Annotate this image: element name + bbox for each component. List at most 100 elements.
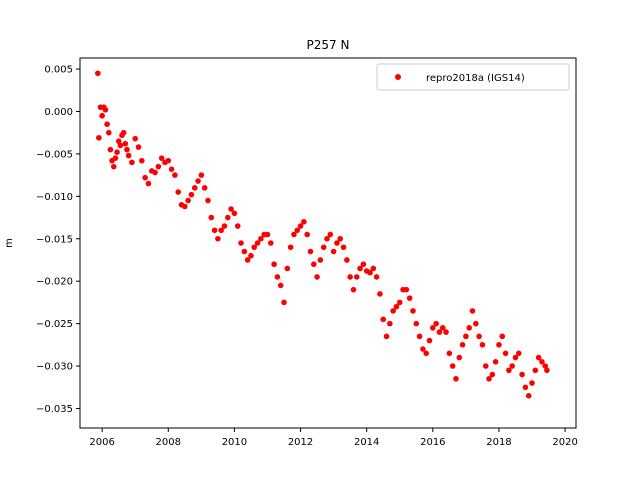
data-marks — [95, 70, 550, 399]
data-point — [393, 303, 400, 310]
data-point — [221, 223, 228, 229]
data-point — [129, 159, 135, 166]
data-point — [234, 223, 241, 229]
data-point — [410, 308, 416, 314]
data-point — [426, 337, 433, 344]
data-point — [264, 231, 271, 238]
data-point — [115, 138, 122, 144]
data-point — [453, 375, 459, 382]
data-point — [124, 146, 130, 153]
data-point — [506, 367, 512, 374]
data-point — [172, 172, 178, 178]
legend-marker — [395, 74, 401, 80]
data-point — [340, 244, 347, 251]
data-point — [529, 380, 535, 386]
data-point — [168, 166, 175, 172]
data-point — [525, 392, 532, 399]
data-point — [122, 140, 129, 147]
data-point — [291, 231, 297, 238]
data-point — [317, 257, 324, 263]
data-point — [107, 146, 114, 153]
data-point — [158, 155, 165, 161]
data-point — [301, 218, 307, 225]
data-point — [413, 320, 420, 327]
data-point — [443, 329, 449, 335]
legend-box — [376, 63, 570, 91]
x-tick-label: 2012 — [288, 437, 313, 448]
data-point — [271, 261, 277, 268]
data-point — [310, 261, 317, 268]
data-point — [367, 269, 373, 276]
data-point — [539, 359, 545, 365]
y-tick-label: −0.020 — [36, 277, 73, 288]
data-point — [104, 121, 110, 127]
data-point — [449, 363, 456, 369]
x-tick-label: 2008 — [156, 437, 181, 448]
data-point — [479, 342, 486, 348]
data-point — [201, 185, 208, 191]
y-tick-label: 0.005 — [44, 65, 73, 76]
data-point — [145, 180, 152, 187]
plot-frame — [79, 57, 577, 429]
data-point — [324, 235, 330, 242]
data-point — [225, 214, 231, 221]
data-point — [208, 214, 215, 221]
data-point — [142, 174, 148, 181]
data-point — [512, 354, 519, 361]
data-point — [350, 286, 357, 293]
data-point — [215, 235, 221, 242]
data-point — [248, 252, 254, 259]
data-point — [532, 367, 539, 374]
x-tick-label: 2014 — [354, 437, 379, 448]
data-point — [102, 106, 109, 113]
data-point — [251, 244, 258, 251]
y-tick-label: −0.005 — [36, 149, 73, 160]
data-point — [387, 320, 393, 327]
data-point — [337, 235, 344, 242]
data-point — [205, 197, 211, 204]
data-point — [433, 320, 439, 327]
y-tick-label: −0.025 — [36, 319, 73, 330]
data-point — [476, 333, 482, 340]
x-tick-label: 2020 — [552, 437, 577, 448]
y-axis-label: m — [4, 238, 15, 248]
data-point — [403, 286, 410, 293]
data-point — [231, 210, 238, 217]
data-point — [287, 244, 294, 251]
data-point — [284, 265, 291, 272]
data-point — [446, 350, 453, 357]
data-point — [182, 203, 188, 210]
data-point — [297, 223, 304, 229]
data-point — [370, 265, 377, 272]
data-point — [185, 197, 191, 204]
data-point — [380, 316, 387, 323]
data-point — [466, 325, 472, 331]
y-tick-label: 0.000 — [44, 107, 73, 118]
data-point — [360, 261, 367, 268]
data-point — [492, 359, 499, 365]
data-point — [198, 172, 205, 178]
data-point — [347, 274, 353, 280]
data-point — [314, 274, 320, 280]
data-point — [96, 134, 102, 141]
data-point — [191, 185, 198, 191]
data-point — [406, 295, 413, 301]
data-point — [175, 189, 182, 195]
data-point — [244, 257, 251, 263]
legend-label: repro2018a (IGS14) — [426, 73, 525, 84]
data-point — [125, 152, 132, 159]
data-point — [373, 274, 380, 280]
data-point — [496, 342, 502, 348]
chart-title: P257 N — [307, 38, 350, 52]
data-point — [155, 163, 162, 170]
data-point — [135, 144, 142, 150]
data-point — [344, 257, 350, 263]
data-point — [436, 329, 443, 335]
data-point — [509, 363, 515, 369]
x-tick-label: 2010 — [222, 437, 247, 448]
data-point — [152, 169, 158, 176]
data-point — [416, 333, 423, 340]
data-point — [277, 282, 284, 289]
data-point — [218, 227, 224, 234]
